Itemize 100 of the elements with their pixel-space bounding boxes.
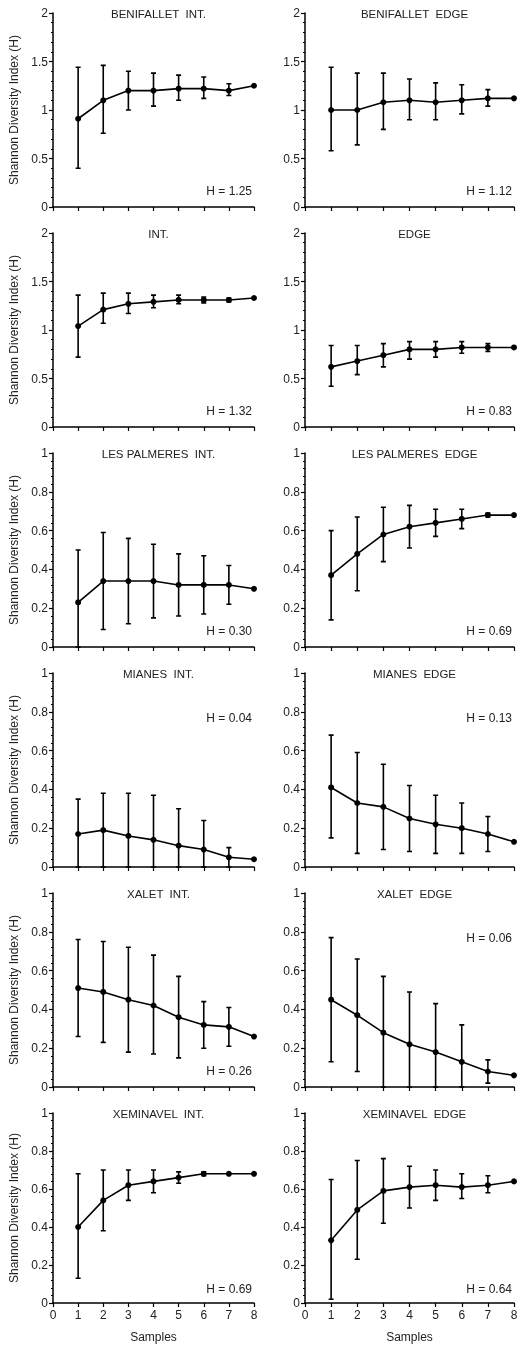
y-tick-label: 1 (41, 666, 49, 680)
y-tick-label: 0.8 (31, 924, 49, 939)
y-tick-label: 0.2 (31, 1258, 49, 1272)
y-tick-label: 0 (41, 1296, 49, 1310)
x-tick-label: 7 (484, 1308, 492, 1322)
y-tick-label: 0.4 (283, 1002, 301, 1017)
annotation: H = 1.25 (206, 184, 253, 198)
y-tick-label: 0.5 (283, 151, 301, 166)
x-tick-label: 4 (150, 1308, 158, 1322)
y-tick-label: 1 (41, 1106, 49, 1120)
chart-title: INT. (148, 228, 169, 240)
y-tick-label: 0.8 (31, 704, 49, 719)
y-tick-label: 0.8 (31, 484, 49, 499)
chart-title: EDGE (398, 228, 432, 240)
y-tick-label: 2 (293, 6, 301, 20)
chart-title: XEMINAVEL INT. (112, 1108, 205, 1120)
y-tick-label: 1.5 (31, 274, 49, 289)
y-tick-label: 0.6 (31, 963, 49, 978)
y-axis-title: Shannon Diversity Index (H) (7, 254, 22, 406)
y-tick-label: 0.6 (283, 963, 301, 978)
y-tick-label: 0.6 (283, 1182, 301, 1196)
y-tick-label: 0 (293, 420, 301, 434)
y-axis-title: Shannon Diversity Index (H) (7, 694, 22, 846)
y-tick-label: 0 (293, 860, 301, 874)
chart-title: XALET INT. (126, 888, 191, 900)
y-tick-label: 0.6 (283, 523, 301, 538)
x-tick-label: 3 (125, 1308, 133, 1322)
y-tick-label: 0.6 (31, 743, 49, 758)
y-tick-label: 0 (293, 200, 301, 214)
chart-title: BENIFALLET INT. (110, 8, 207, 20)
y-tick-label: 0.8 (283, 924, 301, 939)
annotation: H = 0.64 (466, 1282, 513, 1296)
chart-title: LES PALMERES EDGE (351, 448, 478, 460)
y-tick-label: 1 (41, 446, 49, 460)
annotation: H = 0.69 (206, 1282, 253, 1296)
x-tick-label: 6 (458, 1308, 466, 1322)
y-tick-label: 0.5 (31, 371, 49, 386)
y-tick-label: 0.4 (283, 782, 301, 797)
chart-title: XALET EDGE (376, 888, 453, 900)
y-tick-label: 0.8 (283, 1144, 301, 1158)
y-tick-label: 1.5 (283, 274, 301, 289)
y-tick-label: 0.2 (31, 1041, 49, 1056)
x-tick-label: 1 (74, 1308, 82, 1322)
chart-title: MIANES EDGE (372, 668, 457, 680)
y-tick-label: 1 (293, 666, 301, 680)
x-tick-label: 4 (406, 1308, 414, 1322)
y-tick-label: 0.6 (283, 743, 301, 758)
y-tick-label: 2 (41, 226, 49, 240)
annotation: H = 0.69 (466, 624, 513, 638)
y-tick-label: 1.5 (31, 54, 49, 69)
y-axis-title: Shannon Diversity Index (H) (7, 1132, 22, 1284)
x-tick-label: 1 (327, 1308, 335, 1322)
y-tick-label: 0.4 (31, 1002, 49, 1017)
x-tick-label: 2 (353, 1308, 361, 1322)
y-axis-title: Shannon Diversity Index (H) (7, 34, 22, 186)
annotation: H = 0.04 (206, 710, 253, 725)
y-tick-label: 0.2 (31, 601, 49, 616)
y-axis-title: Shannon Diversity Index (H) (7, 474, 22, 626)
y-tick-label: 0 (41, 1080, 49, 1094)
y-tick-label: 2 (41, 6, 49, 20)
x-axis-title: Samples (386, 1330, 433, 1344)
y-tick-label: 0 (41, 860, 49, 874)
y-tick-label: 1.5 (283, 54, 301, 69)
y-tick-label: 0.5 (283, 371, 301, 386)
y-tick-label: 0 (41, 200, 49, 214)
y-tick-label: 0.2 (283, 601, 301, 616)
y-tick-label: 0.8 (283, 704, 301, 719)
x-tick-label: 6 (200, 1308, 208, 1322)
y-tick-label: 0.4 (31, 782, 49, 797)
y-tick-label: 0.8 (31, 1144, 49, 1158)
y-tick-label: 0.2 (283, 821, 301, 836)
y-tick-label: 0.5 (31, 151, 49, 166)
x-tick-label: 3 (380, 1308, 388, 1322)
y-tick-label: 1 (41, 103, 49, 117)
chart-title: LES PALMERES INT. (101, 448, 216, 460)
y-tick-label: 0.6 (31, 523, 49, 538)
x-tick-label: 7 (225, 1308, 233, 1322)
chart-title: XEMINAVEL EDGE (362, 1108, 467, 1120)
x-tick-label: 2 (99, 1308, 107, 1322)
annotation: H = 0.06 (466, 930, 513, 945)
y-tick-label: 0.6 (31, 1182, 49, 1196)
y-tick-label: 0.2 (283, 1258, 301, 1272)
y-tick-label: 0.4 (31, 562, 49, 577)
y-axis-title: Shannon Diversity Index (H) (7, 914, 22, 1066)
y-tick-label: 1 (293, 446, 301, 460)
y-tick-label: 1 (293, 886, 301, 900)
x-axis-title: Samples (130, 1330, 177, 1344)
annotation: H = 1.32 (206, 404, 253, 418)
y-tick-label: 0.2 (283, 1041, 301, 1056)
y-tick-label: 0.2 (31, 821, 49, 836)
y-tick-label: 0.4 (283, 562, 301, 577)
y-tick-label: 1 (293, 103, 301, 117)
x-tick-label: 8 (510, 1308, 518, 1322)
y-tick-label: 0 (293, 1296, 301, 1310)
y-tick-label: 1 (293, 1106, 301, 1120)
chart-title: BENIFALLET EDGE (360, 8, 469, 20)
annotation: H = 1.12 (466, 184, 513, 198)
y-tick-label: 1 (293, 323, 301, 337)
y-tick-label: 0 (41, 640, 49, 654)
annotation: H = 0.30 (206, 624, 253, 638)
